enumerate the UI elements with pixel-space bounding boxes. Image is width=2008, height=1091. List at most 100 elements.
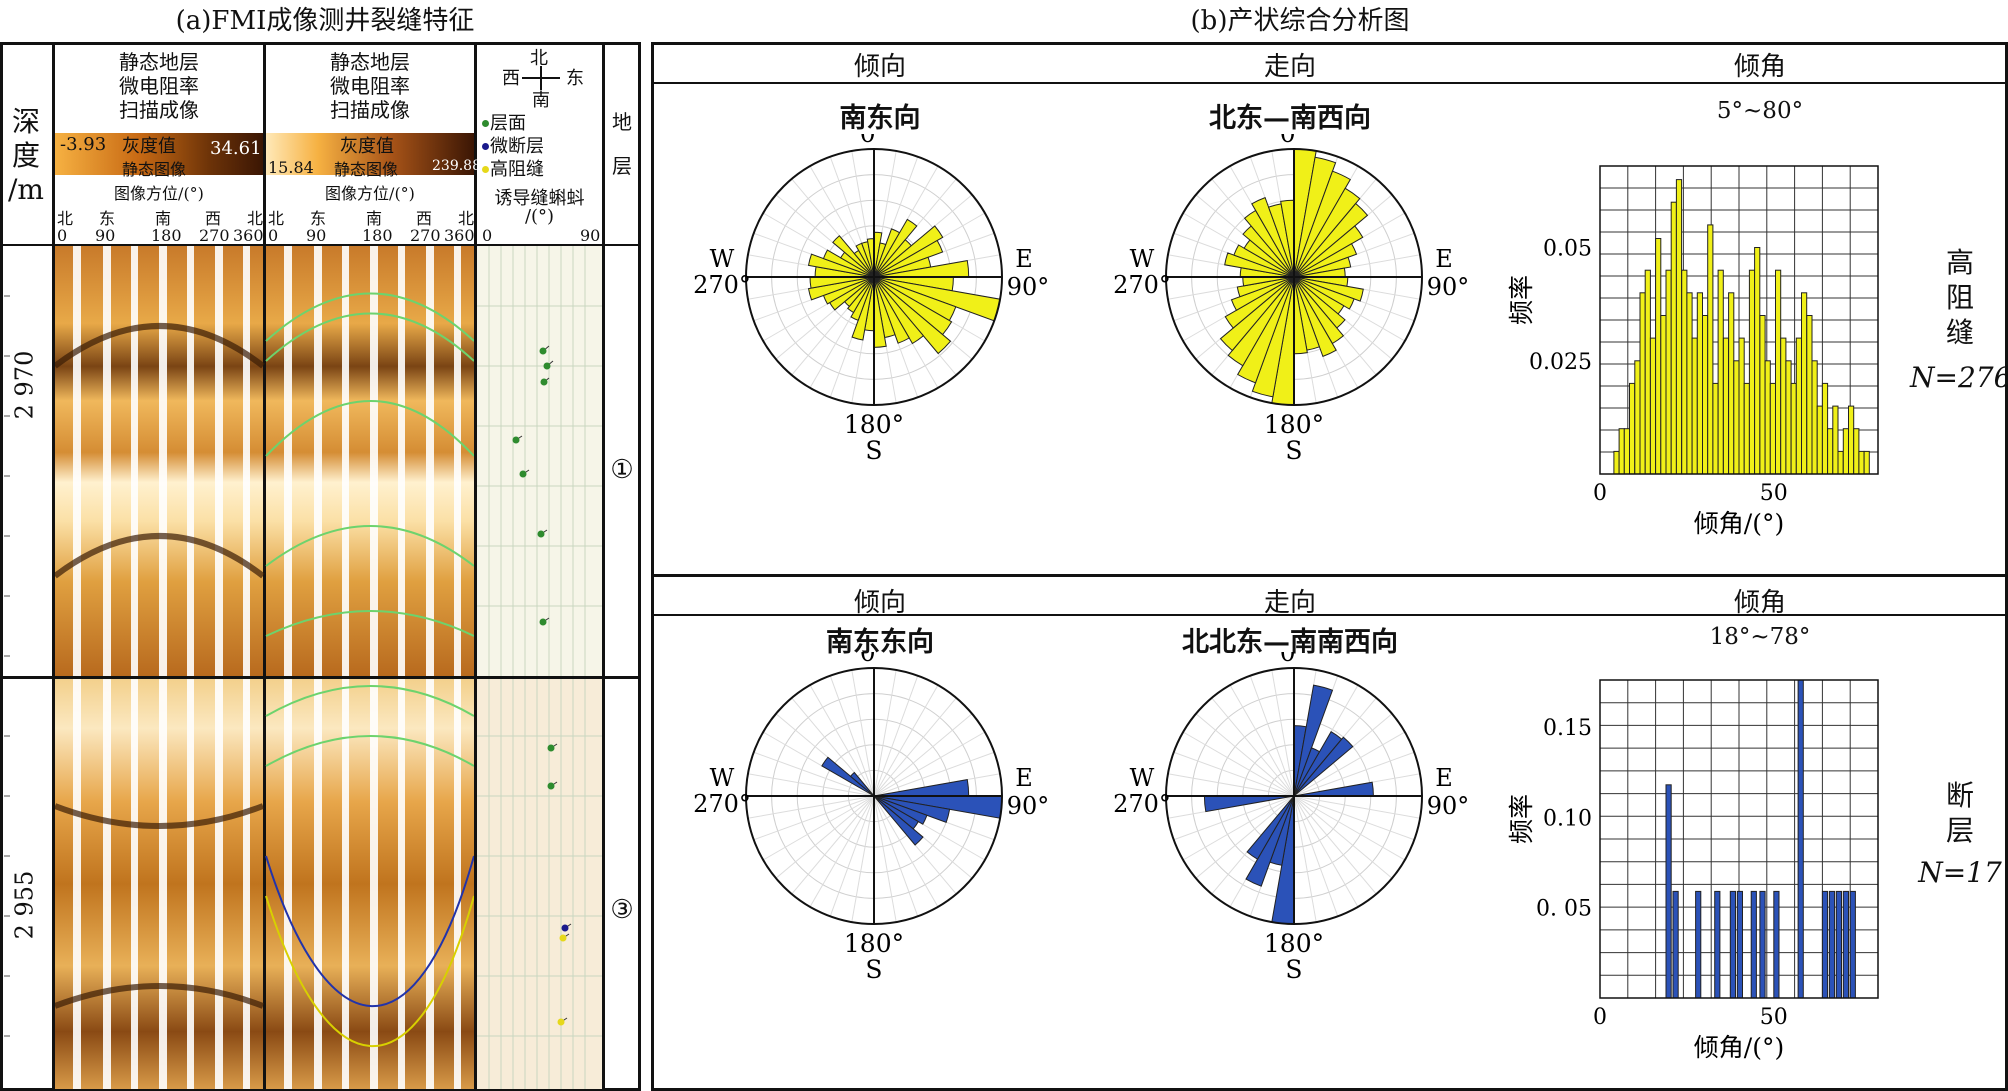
col2-header: 静态地层 微电阻率 扫描成像 bbox=[330, 50, 410, 122]
hist-bar bbox=[1665, 784, 1672, 999]
compass-s-degree: 180° bbox=[1264, 410, 1324, 439]
hist-bar bbox=[1712, 382, 1719, 475]
hist-bar bbox=[1743, 382, 1750, 475]
rose-petal bbox=[873, 218, 918, 278]
grid-spoke bbox=[873, 795, 939, 908]
hist-bar bbox=[1639, 292, 1646, 475]
x-axis-label: 倾角/(°) bbox=[1694, 1033, 1784, 1062]
grid-spoke bbox=[873, 697, 957, 797]
header-dip-angle-1: 倾角 bbox=[1733, 52, 1786, 82]
scale1-max: 34.61 bbox=[210, 138, 262, 159]
azimuth-tick-row-2: 0 90 180 270 360 bbox=[268, 226, 475, 245]
tadpole-track bbox=[477, 246, 602, 1089]
tadpole-legend: 层面 微断层 高阻缝 bbox=[482, 112, 544, 181]
strata-header: 地 层 bbox=[612, 110, 632, 178]
hist-bar bbox=[1729, 890, 1737, 999]
grid-spoke bbox=[1293, 795, 1393, 879]
hist-bar bbox=[1811, 360, 1818, 475]
grid-spoke bbox=[1167, 773, 1295, 797]
x-tick-label: 0 bbox=[1593, 481, 1607, 506]
y-tick-label: 0.05 bbox=[1543, 237, 1592, 262]
rose-petal bbox=[1245, 795, 1295, 887]
scale1-sub: 静态图像 bbox=[122, 160, 187, 179]
hist-bar bbox=[1686, 292, 1693, 475]
grid-spoke bbox=[873, 675, 919, 797]
grid-spoke bbox=[809, 684, 875, 797]
hist-bar bbox=[1644, 269, 1651, 475]
hist-bar bbox=[1714, 890, 1721, 999]
hist-bar bbox=[1634, 360, 1641, 475]
hist-bar bbox=[1848, 405, 1855, 475]
rose-petal bbox=[1224, 276, 1295, 329]
compass-e-label: E bbox=[1015, 764, 1033, 792]
rose-petal bbox=[807, 276, 875, 301]
compass-e-label: E bbox=[1435, 245, 1453, 273]
hist-bar bbox=[1696, 292, 1704, 475]
hist-bar bbox=[1750, 890, 1757, 999]
hist-bar bbox=[1702, 315, 1709, 475]
grid-spoke bbox=[809, 795, 875, 908]
grid-spoke bbox=[1211, 697, 1295, 797]
hist-bar bbox=[1613, 450, 1620, 475]
hist-bar bbox=[1780, 337, 1787, 475]
divider bbox=[651, 574, 2008, 577]
depth-ticks bbox=[4, 295, 10, 1037]
hist-bar bbox=[1707, 224, 1714, 475]
hist-bar bbox=[1828, 890, 1836, 999]
grid-spoke bbox=[747, 773, 875, 797]
grid-spoke bbox=[791, 795, 875, 895]
compass-s-label: S bbox=[865, 436, 882, 465]
hist-bar bbox=[1670, 201, 1677, 475]
compass-e-degree: 90° bbox=[1007, 792, 1050, 820]
grid-spoke bbox=[1293, 795, 1317, 923]
grid-spoke bbox=[1229, 684, 1295, 797]
hist-bar bbox=[1842, 890, 1849, 999]
y-tick-label: 0.10 bbox=[1543, 806, 1592, 831]
compass-s-label: S bbox=[1285, 436, 1302, 465]
side-label-fault: 断 层 bbox=[1945, 779, 1974, 847]
grid-spoke bbox=[829, 675, 875, 797]
hist-bar bbox=[1775, 269, 1782, 475]
y-tick-label: 0.15 bbox=[1543, 716, 1592, 741]
legend-item: 层面 bbox=[482, 112, 544, 135]
compass-w-degree: 270° bbox=[693, 271, 751, 299]
fault-dot-icon bbox=[482, 143, 489, 150]
compass-e-degree: 90° bbox=[1007, 273, 1050, 301]
rose-petal bbox=[1293, 170, 1351, 278]
compass-north: 北 bbox=[530, 48, 548, 69]
rose-petal bbox=[1293, 225, 1364, 278]
hist-bar bbox=[1660, 315, 1667, 475]
azimuth-label: 图像方位/(°) bbox=[114, 184, 204, 203]
figure-a-title: (a)FMI成像测井裂缝特征 bbox=[175, 6, 475, 36]
grid-spoke bbox=[1182, 731, 1295, 797]
grid-spoke bbox=[873, 751, 995, 797]
compass-e-degree: 90° bbox=[1427, 273, 1470, 301]
grid-spoke bbox=[829, 795, 875, 917]
hist-bar bbox=[1858, 450, 1865, 475]
header-strike-1: 走向 bbox=[1263, 52, 1316, 82]
divider bbox=[651, 82, 2008, 84]
grid-spoke bbox=[1293, 795, 1377, 895]
x-tick-label: 50 bbox=[1760, 1005, 1788, 1030]
hist-bar bbox=[1629, 382, 1636, 475]
hist-bar bbox=[1748, 269, 1756, 475]
compass-cross-icon bbox=[522, 66, 560, 90]
hist-bar bbox=[1832, 405, 1839, 475]
compass-w-degree: 270° bbox=[693, 790, 751, 818]
header-dip-direction-2: 倾向 bbox=[853, 588, 906, 618]
scale1-min: -3.93 bbox=[60, 134, 107, 155]
grayscale-bar-2 bbox=[266, 133, 474, 175]
compass-s-degree: 180° bbox=[844, 410, 904, 439]
rose-petal bbox=[1233, 244, 1295, 278]
azimuth-dir-row-1: 北 东 南 西 北 bbox=[57, 209, 264, 228]
compass-south: 南 bbox=[532, 90, 550, 111]
grid-spoke bbox=[873, 795, 897, 923]
hist-bar bbox=[1795, 337, 1802, 475]
compass-e-label: E bbox=[1015, 245, 1033, 273]
y-axis-label: 频率 bbox=[1507, 794, 1536, 844]
compass-east: 东 bbox=[566, 68, 584, 89]
divider bbox=[474, 43, 477, 1089]
dip-range-1: 5°~80° bbox=[1716, 98, 1804, 124]
rose-petal bbox=[1293, 202, 1369, 278]
